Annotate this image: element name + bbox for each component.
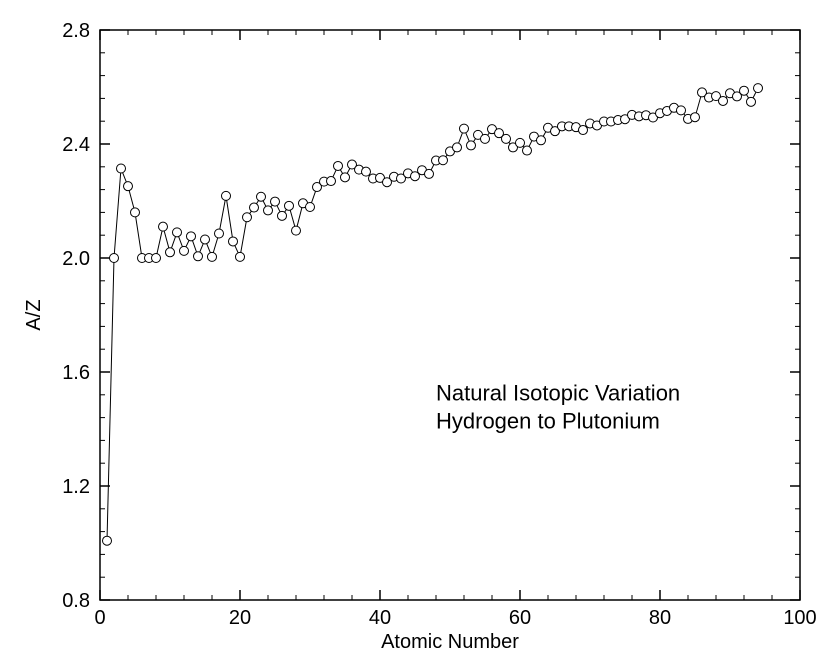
y-tick-label: 2.8: [62, 20, 90, 42]
y-tick-label: 2.4: [62, 134, 90, 156]
y-tick-label: 1.2: [62, 476, 90, 498]
annotation-line-2: Hydrogen to Plutonium: [436, 409, 660, 434]
data-marker: [271, 197, 280, 206]
x-tick-label: 40: [369, 607, 391, 629]
data-marker: [117, 164, 126, 173]
data-marker: [187, 232, 196, 241]
data-marker: [243, 213, 252, 222]
y-tick-label: 0.8: [62, 590, 90, 612]
data-marker: [264, 206, 273, 215]
data-marker: [362, 167, 371, 176]
annotation-line-1: Natural Isotopic Variation: [436, 381, 680, 406]
data-marker: [257, 192, 266, 201]
data-marker: [719, 96, 728, 105]
data-marker: [292, 226, 301, 235]
data-marker: [747, 97, 756, 106]
data-marker: [341, 173, 350, 182]
data-marker: [229, 237, 238, 246]
data-marker: [425, 169, 434, 178]
data-marker: [481, 134, 490, 143]
az-vs-atomic-number-chart: 0 20 40 60 80 100 0.8 1.2 1.6 2.0 2.4 2.8 Atomic Num…: [0, 0, 838, 672]
data-marker: [208, 252, 217, 261]
data-marker: [516, 138, 525, 147]
data-marker: [103, 536, 112, 545]
x-axis-label: Atomic Number: [381, 631, 519, 653]
data-marker: [285, 201, 294, 210]
data-marker: [453, 143, 462, 152]
data-marker: [677, 106, 686, 115]
data-marker: [215, 229, 224, 238]
data-marker: [194, 252, 203, 261]
data-marker: [110, 254, 119, 263]
data-marker: [467, 141, 476, 150]
chart-container: 0 20 40 60 80 100 0.8 1.2 1.6 2.0 2.4 2.8 Atomic Num…: [0, 0, 838, 672]
data-marker: [152, 254, 161, 263]
data-marker: [278, 211, 287, 220]
data-marker: [334, 161, 343, 170]
data-marker: [180, 246, 189, 255]
data-marker: [523, 146, 532, 155]
data-marker: [201, 235, 210, 244]
data-marker: [159, 222, 168, 231]
x-tick-label: 60: [509, 607, 531, 629]
data-marker: [579, 126, 588, 135]
x-tick-label: 80: [649, 607, 671, 629]
x-tick-label: 100: [783, 607, 816, 629]
y-axis-label: A/Z: [23, 299, 45, 330]
data-marker: [166, 248, 175, 257]
data-marker: [537, 136, 546, 145]
data-marker: [124, 182, 133, 191]
data-marker: [250, 203, 259, 212]
data-marker: [327, 177, 336, 186]
data-marker: [740, 86, 749, 95]
data-marker: [502, 134, 511, 143]
data-marker: [439, 156, 448, 165]
x-tick-label: 20: [229, 607, 251, 629]
x-tick-label: 0: [94, 607, 105, 629]
data-marker: [173, 228, 182, 237]
y-tick-label: 1.6: [62, 362, 90, 384]
data-marker: [306, 202, 315, 211]
data-marker: [460, 124, 469, 133]
data-marker: [236, 252, 245, 261]
data-marker: [754, 84, 763, 93]
y-tick-label: 2.0: [62, 248, 90, 270]
data-marker: [691, 113, 700, 122]
data-marker: [222, 191, 231, 200]
data-marker: [131, 208, 140, 217]
